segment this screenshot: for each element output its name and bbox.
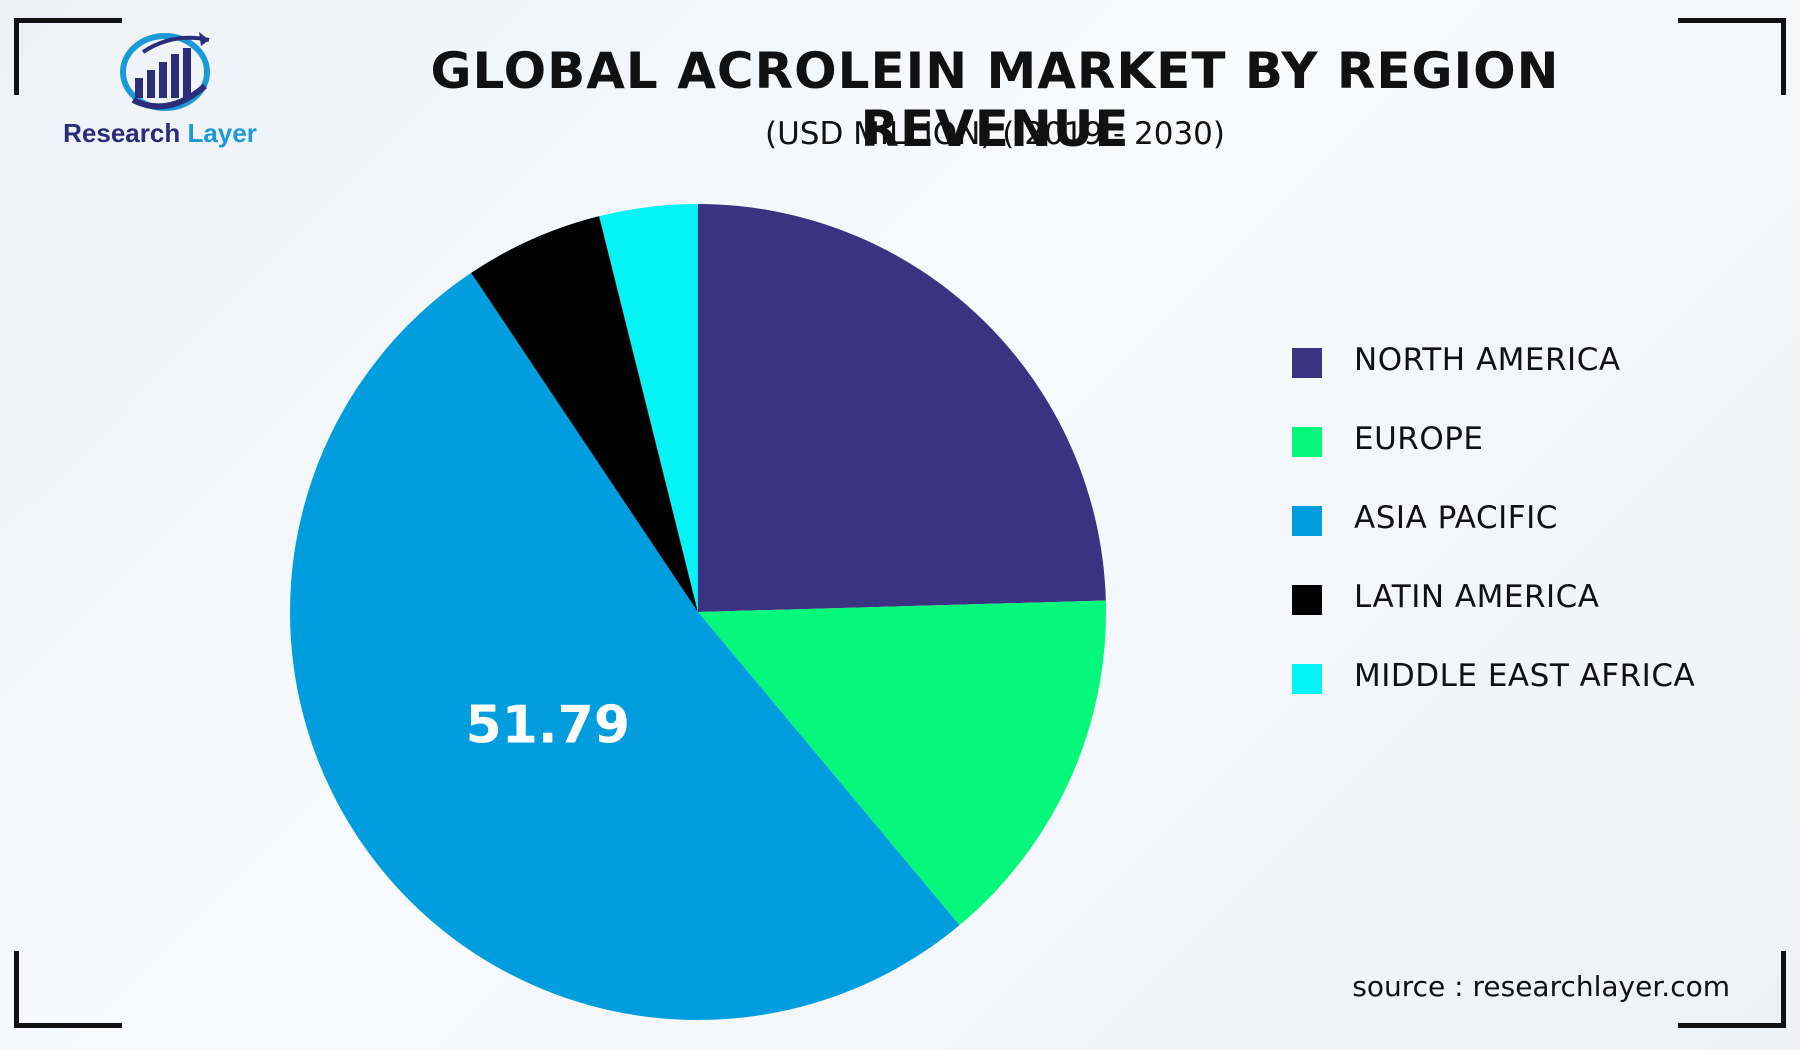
legend-label: ASIA PACIFIC (1354, 500, 1558, 536)
legend-label: LATIN AMERICA (1354, 579, 1600, 615)
chart-title: GLOBAL ACROLEIN MARKET BY REGION REVENUE (430, 42, 1560, 158)
brand-logo: Research Layer (50, 26, 270, 156)
legend-swatch (1292, 427, 1322, 457)
brand-name-part2: Layer (187, 118, 257, 148)
bar-chart-globe-icon (120, 32, 210, 111)
legend-swatch (1292, 348, 1322, 378)
corner-bracket-top-right (1678, 18, 1786, 95)
legend-label: MIDDLE EAST AFRICA (1354, 658, 1696, 694)
data-label-asia-pacific: 51.79 (466, 695, 630, 755)
corner-bracket-top-left (14, 18, 122, 95)
brand-name-part1: Research (63, 118, 181, 148)
brand-name: Research Layer (50, 118, 270, 149)
legend-label: EUROPE (1354, 421, 1484, 457)
legend-swatch (1292, 506, 1322, 536)
legend-swatch (1292, 664, 1322, 694)
legend-swatch (1292, 585, 1322, 615)
corner-bracket-bottom-right (1678, 951, 1786, 1028)
pie-slice-asia-pacific (290, 272, 960, 1021)
chart-subtitle: (USD MILLION) ( 2019 - 2030) (764, 116, 1226, 152)
corner-bracket-bottom-left (14, 951, 122, 1028)
legend-label: NORTH AMERICA (1354, 342, 1621, 378)
source-note: source : researchlayer.com (1352, 970, 1730, 1003)
pie-slice-latin-america (471, 216, 698, 612)
pie-slice-europe (698, 600, 1106, 926)
pie-slice-north-america (698, 204, 1106, 612)
pie-slice-middle-east-africa (599, 204, 698, 612)
